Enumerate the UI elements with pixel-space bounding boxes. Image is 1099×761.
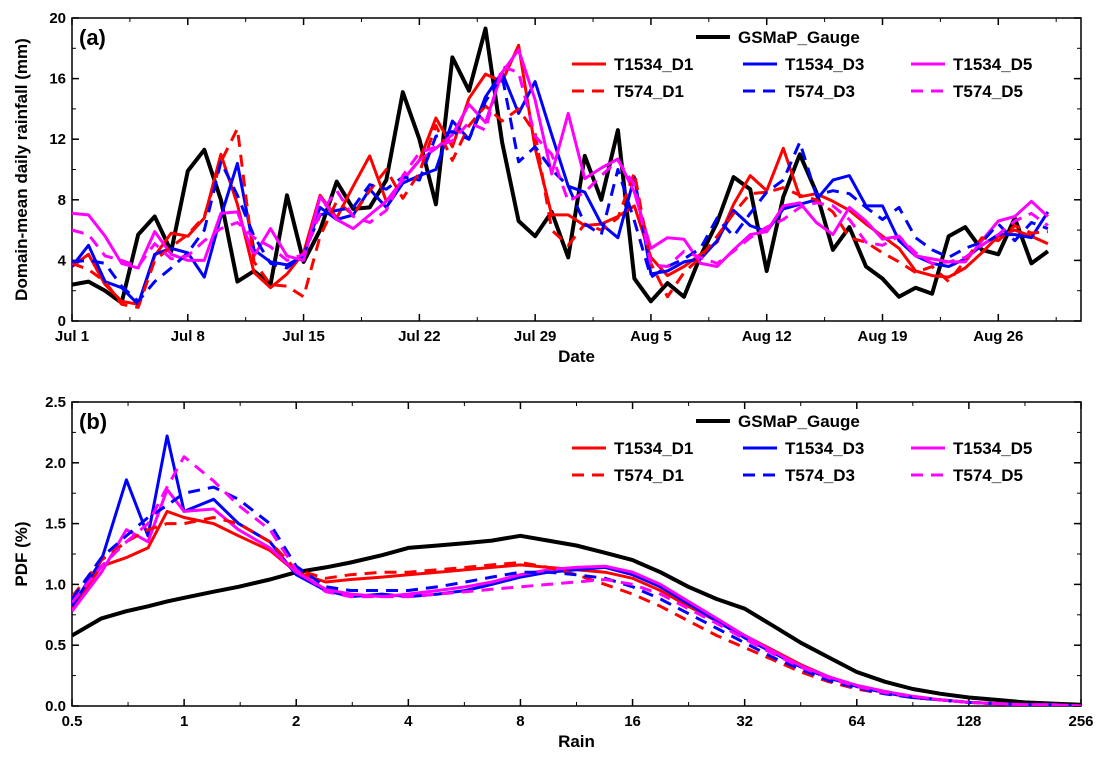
y-tick-label: 0 <box>58 313 66 330</box>
x-axis-title: Rain <box>558 732 595 751</box>
x-tick-label: 32 <box>736 713 753 730</box>
y-axis-title: PDF (%) <box>12 521 31 586</box>
y-tick-label: 2.5 <box>45 394 66 411</box>
series-group <box>72 434 1081 706</box>
x-tick-label: 1 <box>180 713 188 730</box>
series-group <box>72 26 1050 309</box>
series-line-t1534-d3 <box>72 71 1050 306</box>
y-tick-label: 2.0 <box>45 455 66 472</box>
legend-label-t574-d5: T574_D5 <box>953 466 1023 485</box>
legend-label-t1534-d3: T1534_D3 <box>785 55 864 74</box>
legend-label-gsmap-gauge: GSMaP_Gauge <box>738 28 860 47</box>
series-line-gsmap-gauge <box>72 26 1050 305</box>
x-tick-label: 128 <box>956 713 981 730</box>
x-tick-label: Jul 29 <box>514 328 557 345</box>
y-tick-label: 4 <box>58 252 67 269</box>
legend-label-t574-d1: T574_D1 <box>614 466 684 485</box>
series-line-t1534-d5 <box>72 488 1081 706</box>
x-tick-label: 0.5 <box>62 713 83 730</box>
series-line-t574-d5-dashed <box>72 65 1049 268</box>
y-tick-label: 1.5 <box>45 516 66 533</box>
legend: GSMaP_Gauge T1534_D1 T1534_D3 T1534_D5 T574_… <box>572 412 1032 485</box>
legend-label-t574-d3: T574_D3 <box>785 466 855 485</box>
legend-label-t574-d3: T574_D3 <box>785 82 855 101</box>
legend-label-t1534-d5: T1534_D5 <box>953 55 1032 74</box>
y-axis-title: Domain-mean daily rainfall (mm) <box>12 38 31 301</box>
series-line-t574-d1-dashed <box>72 104 1049 309</box>
x-tick-label: Aug 26 <box>973 328 1023 345</box>
x-tick-label: Aug 12 <box>742 328 792 345</box>
panel-label: (b) <box>79 409 107 434</box>
legend-label-t574-d1: T574_D1 <box>614 82 684 101</box>
x-tick-label: 16 <box>624 713 641 730</box>
y-tick-label: 1.0 <box>45 576 66 593</box>
series-line-gsmap-gauge <box>72 533 1081 706</box>
legend-label-t1534-d5: T1534_D5 <box>953 439 1032 458</box>
x-tick-label: Jul 1 <box>55 328 89 345</box>
y-tick-label: 8 <box>58 192 66 209</box>
x-axis-title: Date <box>558 347 595 366</box>
x-tick-label: Jul 8 <box>171 328 205 345</box>
x-tick-label: 8 <box>516 713 524 730</box>
x-tick-label: Jul 15 <box>282 328 325 345</box>
x-tick-label: Aug 19 <box>858 328 908 345</box>
x-tick-label: 256 <box>1068 713 1093 730</box>
legend-label-t1534-d1: T1534_D1 <box>614 55 693 74</box>
y-tick-label: 0.5 <box>45 637 66 654</box>
y-tick-label: 16 <box>49 71 66 88</box>
panel-a-daily-rainfall: 0 4 8 12 16 20 Jul 1 Jul 8 Jul 15 Jul 22 Jul 29 Aug… <box>12 10 1082 366</box>
x-tick-label: 4 <box>404 713 413 730</box>
series-line-t1534-d1 <box>72 509 1081 706</box>
y-tick-label: 20 <box>49 10 66 27</box>
legend-label-t1534-d3: T1534_D3 <box>785 439 864 458</box>
panel-b-rain-pdf: 0.00.51.01.52.02.50.5 1 2 4 8 16 32 64 128 256Rai… <box>12 394 1094 751</box>
series-line-t574-d5-dashed <box>72 455 1081 706</box>
x-tick-label: 64 <box>848 713 865 730</box>
series-line-t1534-d5 <box>72 48 1049 270</box>
legend-label-gsmap-gauge: GSMaP_Gauge <box>738 412 860 431</box>
y-tick-label: 0.0 <box>45 698 66 715</box>
x-tick-label: Aug 5 <box>630 328 672 345</box>
legend-label-t574-d5: T574_D5 <box>953 82 1023 101</box>
panel-label: (a) <box>79 25 106 50</box>
legend-label-t1534-d1: T1534_D1 <box>614 439 693 458</box>
legend: GSMaP_Gauge T1534_D1 T1534_D3 T1534_D5 T574_… <box>572 28 1032 101</box>
series-line-t574-d3-dashed <box>72 485 1081 706</box>
x-tick-label: 2 <box>292 713 300 730</box>
y-tick-label: 12 <box>49 131 66 148</box>
x-tick-label: Jul 22 <box>398 328 441 345</box>
